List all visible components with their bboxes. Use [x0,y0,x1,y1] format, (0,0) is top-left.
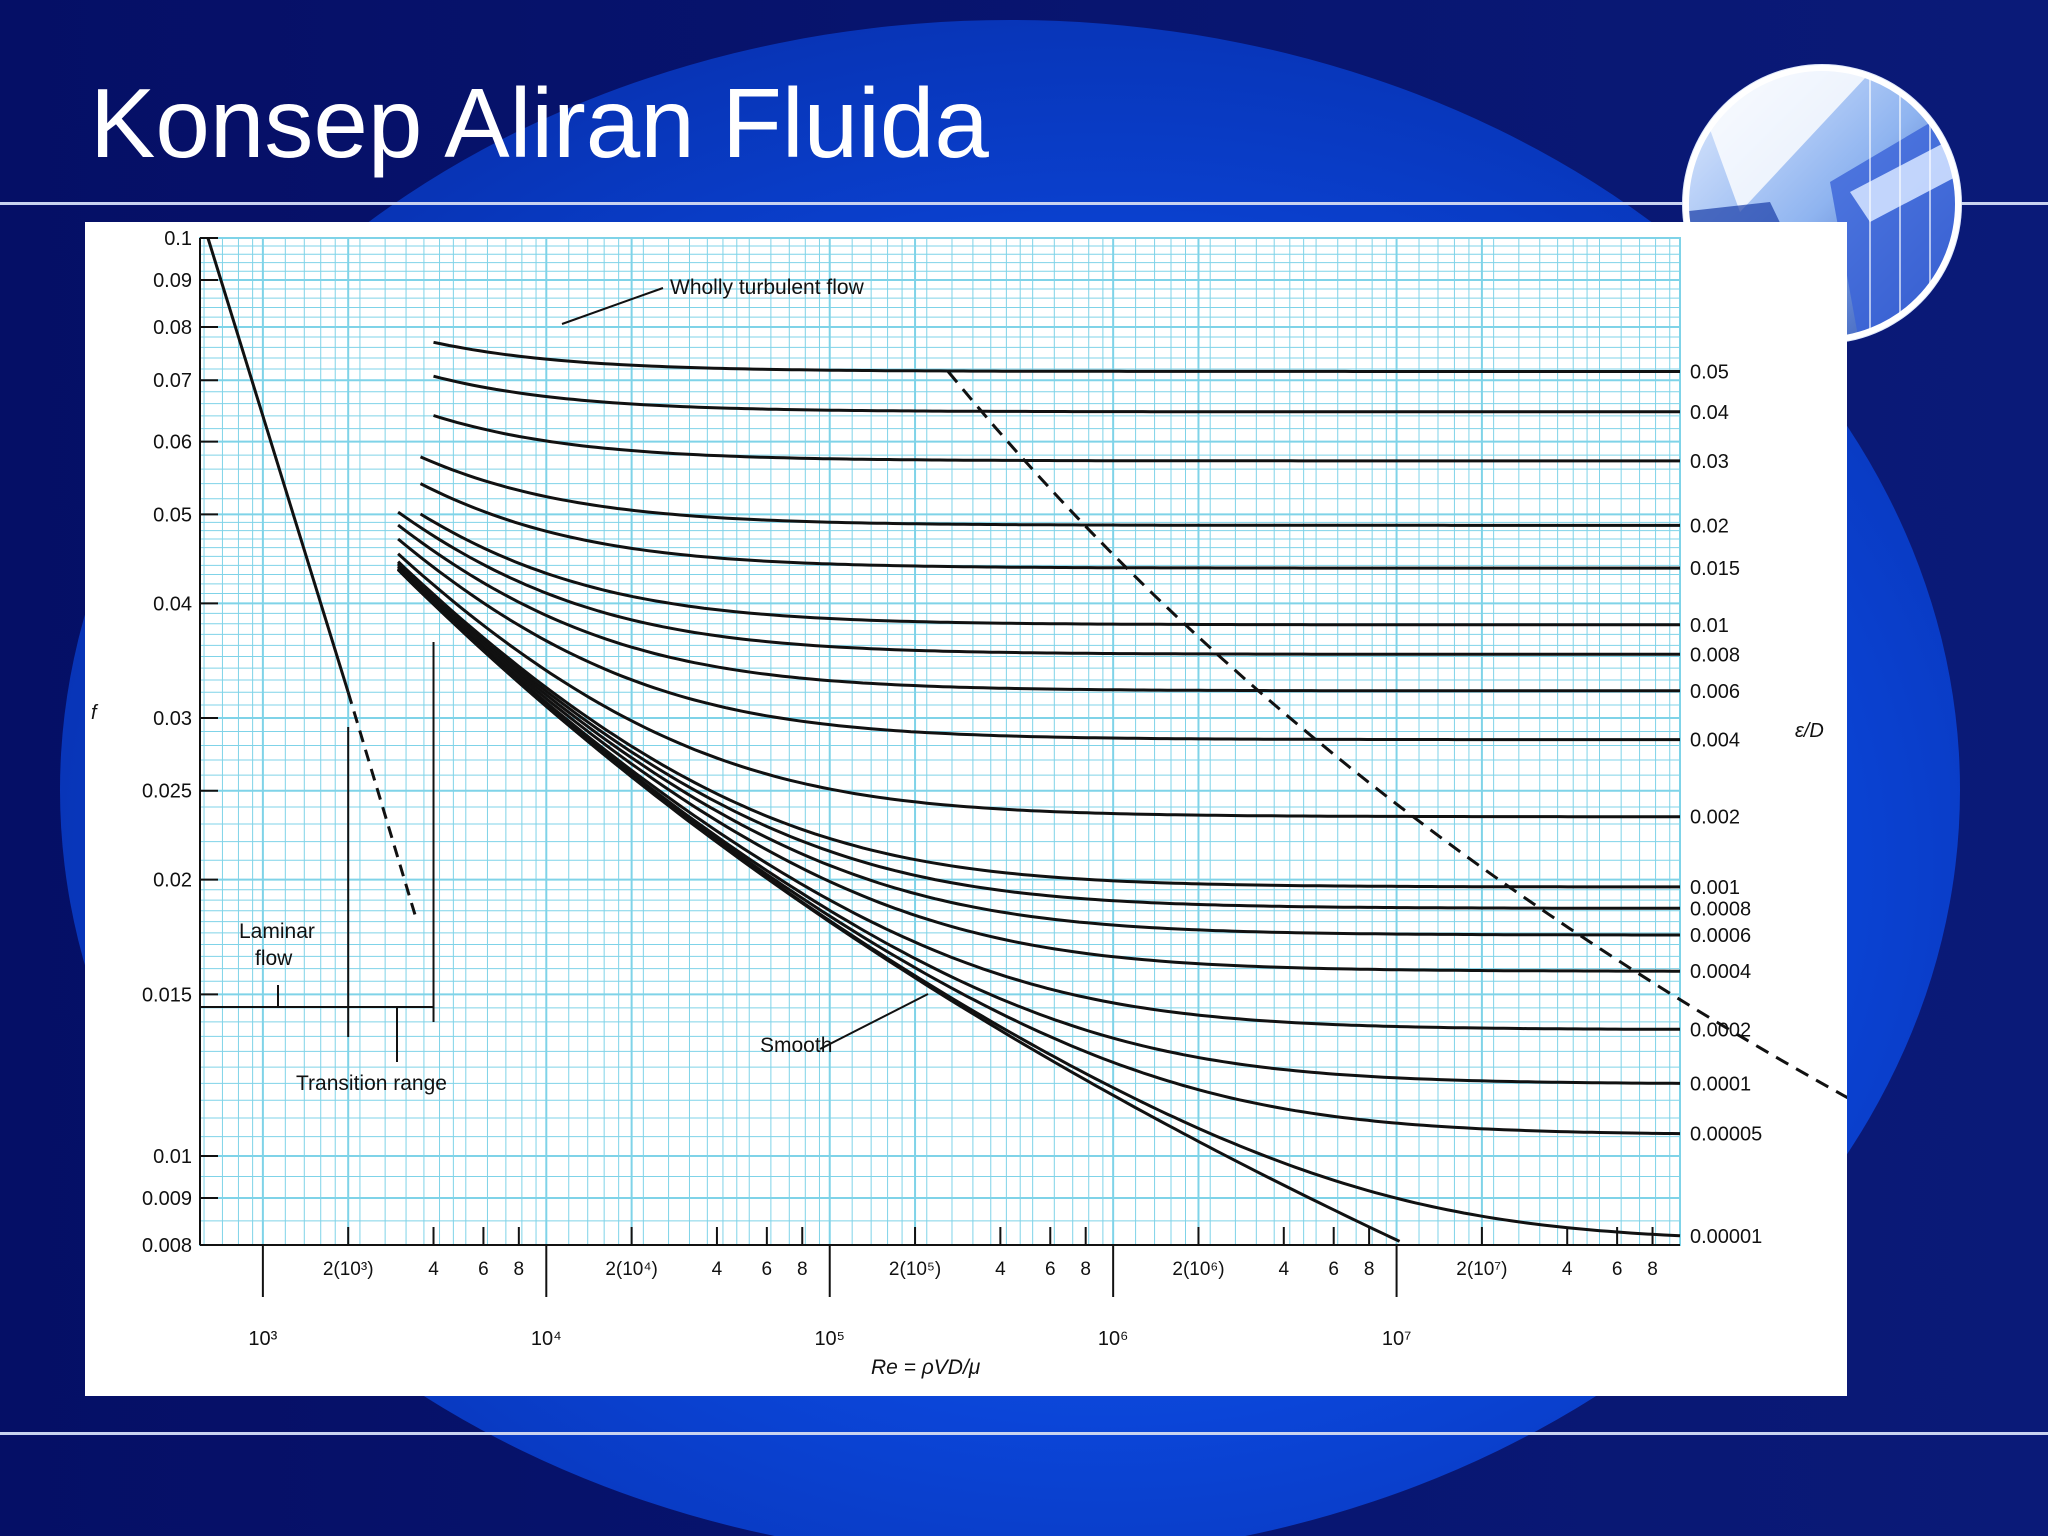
roughness-curve [433,374,1680,414]
roughness-label: 0.02 [1690,515,1729,537]
roughness-label: 0.0001 [1690,1073,1751,1095]
y-tick-label: 0.008 [142,1235,192,1257]
roughness-label: 0.00005 [1690,1124,1762,1146]
x-tick-label: 8 [514,1259,525,1280]
x-tick-label: 6 [1045,1259,1056,1280]
roughness-label: 0.04 [1690,402,1729,424]
roughness-curve [397,510,1680,656]
x-tick-label: 6 [1328,1259,1339,1280]
y-tick-label: 0.06 [153,432,192,454]
roughness-curve [433,414,1680,463]
x-tick-label: 2(10⁴) [605,1259,658,1280]
y-tick-label: 0.08 [153,317,192,339]
roughness-label: 0.001 [1690,877,1740,899]
y-tick-label: 0.015 [142,984,192,1006]
moody-chart: 0.1 0.09 0.08 0.07 0.06 0.05 0.04 0.03 0.025 0.02… [91,228,1847,1379]
y-tick-label: 0.05 [153,504,192,526]
roughness-curve [419,482,1680,570]
annotation-transition-range: Transition range [296,1072,447,1095]
roughness-curve [419,512,1680,627]
labels: 0.1 0.09 0.08 0.07 0.06 0.05 0.04 0.03 0.025 0.02… [142,228,1762,1350]
footer-rule [0,1432,2048,1435]
x-tick-label: 8 [1364,1259,1375,1280]
y-tick-label: 0.025 [142,781,192,803]
roughness-label: 0.015 [1690,558,1740,580]
right-axis-label: ε/D [1795,720,1824,742]
curves [200,237,1847,1243]
x-tick-label: 2(10⁵) [889,1259,941,1280]
annotation-laminar-flow: flow [255,947,293,970]
x-tick-label: 2(10³) [323,1259,374,1280]
roughness-label: 0.0002 [1690,1019,1751,1041]
y-tick-label: 0.03 [153,708,192,730]
roughness-curve [397,562,1680,910]
annotation-smooth: Smooth [760,1034,832,1057]
roughness-curve [419,455,1680,527]
roughness-label: 0.05 [1690,361,1729,383]
roughness-label: 0.0006 [1690,925,1751,947]
x-tick-label: 6 [1612,1259,1623,1280]
x-tick-label: 8 [1080,1259,1091,1280]
y-tick-label: 0.009 [142,1188,192,1210]
x-decade-label: 10⁵ [814,1328,845,1350]
y-tick-label: 0.02 [153,870,192,892]
x-decade-label: 10³ [248,1328,277,1350]
y-tick-label: 0.04 [153,593,192,615]
roughness-curve [397,567,1680,1031]
roughness-label: 0.03 [1690,451,1729,473]
x-tick-label: 4 [712,1259,723,1280]
x-tick-label: 6 [762,1259,773,1280]
slide-title: Konsep Aliran Fluida [90,68,989,178]
grid [199,237,1681,1246]
laminar-line [206,237,350,693]
y-tick-label: 0.01 [153,1146,192,1168]
y-tick-label: 0.1 [164,228,192,250]
x-tick-label: 4 [428,1259,439,1280]
y-axis-label: f [91,702,99,724]
y-tick-label: 0.07 [153,370,192,392]
roughness-curve [397,563,1680,937]
roughness-label: 0.008 [1690,644,1740,666]
x-axis-label: Re = ρVD/μ [871,1356,981,1379]
roughness-label: 0.0008 [1690,898,1751,920]
leader-smooth [819,993,929,1050]
roughness-curve [397,552,1680,819]
roughness-label: 0.006 [1690,681,1740,703]
roughness-curve [397,523,1680,693]
moody-chart-panel: 0.1 0.09 0.08 0.07 0.06 0.05 0.04 0.03 0.025 0.02… [85,222,1847,1396]
annotation-wholly-turbulent: Wholly turbulent flow [670,276,865,299]
roughness-curve [397,565,1680,973]
x-decade-label: 10⁶ [1098,1328,1128,1350]
x-tick-label: 2(10⁷) [1456,1259,1507,1280]
plot-area [199,237,1681,1246]
roughness-label: 0.01 [1690,615,1729,637]
header-rule [0,202,2048,205]
roughness-label: 0.004 [1690,730,1740,752]
x-decade-label: 10⁷ [1382,1328,1411,1350]
roughness-label: 0.0004 [1690,961,1751,983]
x-tick-label: 2(10⁶) [1172,1259,1224,1280]
x-tick-label: 8 [1647,1259,1658,1280]
roughness-curve [433,340,1680,373]
x-tick-label: 4 [1279,1259,1290,1280]
smooth-curve [397,568,1401,1243]
x-tick-label: 4 [995,1259,1006,1280]
annotation-laminar: Laminar [239,920,315,943]
roughness-curve [397,560,1680,889]
roughness-label: 0.00001 [1690,1226,1762,1248]
x-tick-label: 4 [1562,1259,1573,1280]
x-tick-label: 6 [478,1259,489,1280]
x-decade-label: 10⁴ [531,1328,562,1350]
roughness-label: 0.002 [1690,807,1740,829]
y-tick-label: 0.09 [153,270,192,292]
axes [199,237,1680,1297]
x-tick-label: 8 [797,1259,808,1280]
leader-wholly-turbulent [561,287,664,325]
roughness-curve [397,537,1680,742]
